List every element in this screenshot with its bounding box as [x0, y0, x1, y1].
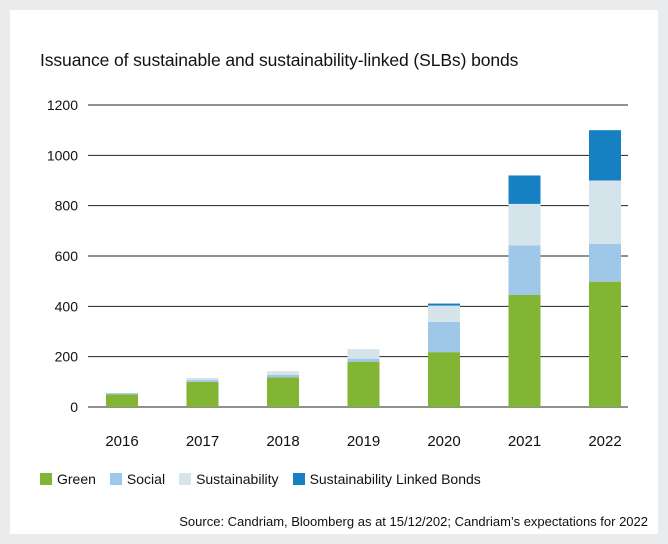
bar-segment-sustainability-2019	[347, 349, 380, 359]
bar-segment-social-2019	[347, 358, 380, 362]
bar-segment-green-2022	[589, 281, 621, 407]
y-tick-label: 400	[55, 298, 79, 314]
x-tick-label: 2017	[186, 433, 219, 450]
y-axis-ticks: 0 200 400 600 800 1000 1200	[47, 97, 78, 415]
bar-segment-green-2019	[347, 361, 380, 407]
x-tick-label: 2021	[508, 433, 541, 450]
legend-label: Social	[126, 471, 166, 487]
x-axis-ticks: 2016 2017 2018 2019 2020 2021 2022	[105, 433, 621, 450]
legend-item: Sustainability	[179, 471, 279, 487]
chart-title: Issuance of sustainable and sustainabili…	[40, 50, 519, 70]
x-tick-label: 2016	[105, 433, 138, 450]
bar-segment-green-2018	[267, 377, 299, 407]
bars	[106, 130, 621, 407]
y-tick-label: 800	[55, 198, 79, 214]
bar-segment-social-2016	[106, 393, 138, 395]
legend-swatch	[40, 473, 52, 485]
y-tick-label: 1000	[47, 147, 78, 163]
y-tick-label: 0	[70, 399, 78, 415]
x-tick-label: 2020	[427, 433, 460, 450]
bar-segment-sustainability-2020	[428, 305, 460, 322]
bar-segment-sustainability-linked-bonds-2022	[589, 130, 621, 181]
bar-segment-sustainability-2017	[186, 378, 219, 381]
bar-segment-green-2016	[106, 394, 138, 407]
legend-swatch	[109, 473, 122, 485]
bar-segment-green-2021	[508, 295, 541, 407]
x-tick-label: 2019	[347, 433, 380, 450]
legend-label: Green	[57, 471, 96, 487]
legend-item: Sustainability Linked Bonds	[292, 471, 481, 487]
legend-item: Green	[40, 471, 96, 487]
bar-segment-social-2021	[508, 245, 541, 296]
legend-label: Sustainability	[196, 471, 279, 487]
bar-segment-green-2020	[428, 352, 460, 407]
legend: Green Social Sustainability Sustainability …	[40, 471, 481, 487]
y-tick-label: 200	[55, 349, 79, 365]
legend-swatch	[179, 473, 192, 485]
x-tick-label: 2022	[588, 433, 621, 450]
bar-segment-sustainability-2021	[508, 203, 541, 246]
y-tick-label: 600	[55, 248, 79, 264]
legend-item: Social	[109, 471, 166, 487]
bar-segment-social-2020	[428, 321, 460, 353]
bar-segment-social-2017	[186, 380, 219, 382]
bar-segment-sustainability-2022	[589, 180, 621, 244]
bar-segment-social-2022	[589, 243, 621, 282]
bar-segment-sustainability-2018	[267, 371, 299, 375]
x-tick-label: 2018	[266, 433, 299, 450]
legend-label: Sustainability Linked Bonds	[309, 471, 481, 487]
y-tick-label: 1200	[47, 97, 78, 113]
legend-swatch	[292, 473, 305, 485]
source-note: Source: Candriam, Bloomberg as at 15/12/…	[179, 514, 648, 529]
bar-segment-sustainability-linked-bonds-2020	[428, 303, 460, 306]
bar-segment-sustainability-linked-bonds-2021	[508, 175, 541, 204]
chart-card: Issuance of sustainable and sustainabili…	[10, 10, 658, 534]
bar-segment-social-2018	[267, 374, 299, 378]
bar-segment-green-2017	[186, 381, 219, 407]
